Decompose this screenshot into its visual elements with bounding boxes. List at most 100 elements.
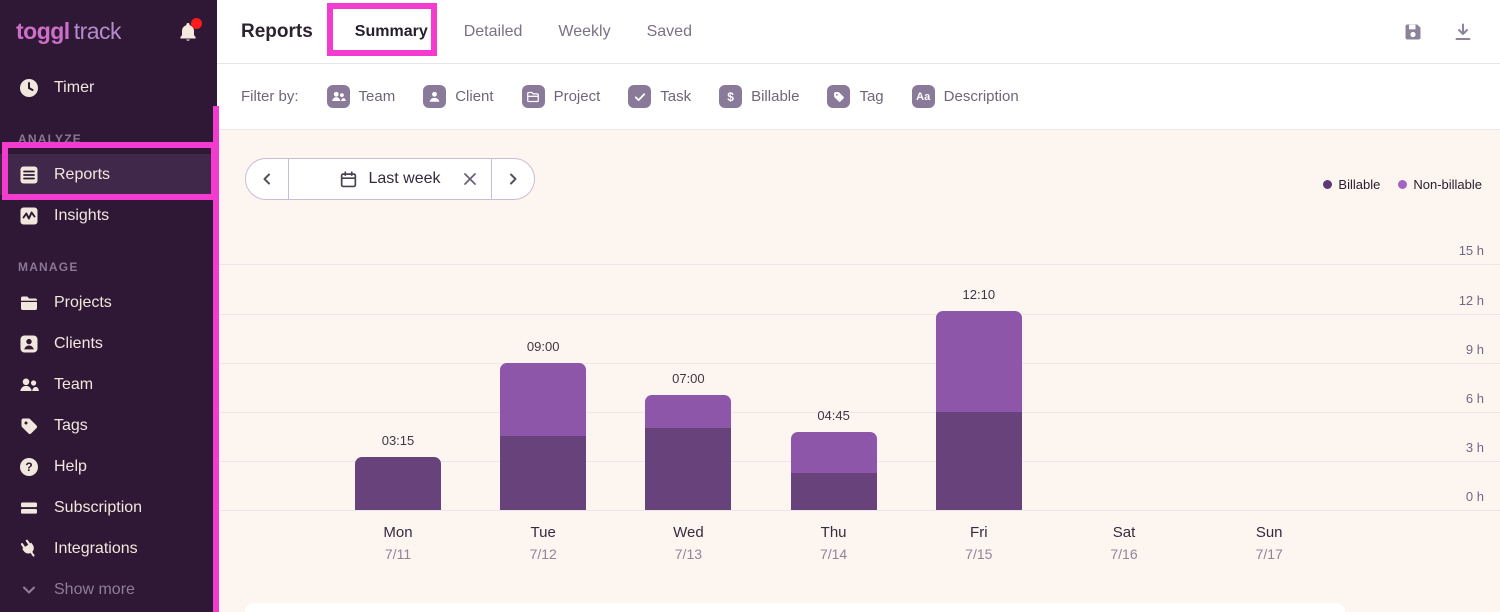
logo-toggl: toggl bbox=[16, 18, 70, 44]
date-range-button[interactable]: Last week bbox=[289, 159, 491, 199]
sidebar-item-tags[interactable]: Tags bbox=[0, 405, 217, 446]
sidebar-item-help[interactable]: ? Help bbox=[0, 446, 217, 487]
sidebar-item-label: Timer bbox=[54, 78, 95, 96]
sidebar-section-analyze: ANALYZE bbox=[18, 132, 82, 146]
tab-summary[interactable]: Summary bbox=[354, 22, 428, 40]
notification-dot bbox=[191, 17, 202, 29]
sidebar-item-reports[interactable]: Reports bbox=[0, 154, 217, 195]
sidebar-item-insights[interactable]: Insights bbox=[0, 195, 217, 236]
sidebar-item-label: Insights bbox=[54, 206, 110, 224]
bar-total-label: 07:00 bbox=[672, 371, 705, 387]
tags-icon bbox=[18, 415, 40, 437]
task-check-icon bbox=[628, 85, 652, 108]
bar-segment-non-billable bbox=[500, 362, 587, 437]
notifications-bell-icon[interactable] bbox=[177, 17, 202, 43]
clients-icon bbox=[18, 333, 40, 355]
team-icon bbox=[18, 374, 40, 396]
y-axis-tick-label: 3 h bbox=[1465, 439, 1484, 455]
sidebar-item-label: Tags bbox=[54, 416, 88, 434]
tab-detailed[interactable]: Detailed bbox=[463, 22, 523, 40]
filter-task[interactable]: Task bbox=[628, 85, 691, 108]
description-aa-icon: Aa bbox=[911, 85, 935, 108]
filter-project[interactable]: Project bbox=[521, 85, 601, 108]
filter-team[interactable]: Team bbox=[326, 85, 396, 108]
clear-date-range-icon[interactable] bbox=[461, 170, 479, 188]
report-content: Last week Billable Non-billable bbox=[217, 131, 1500, 612]
sidebar-item-label: Clients bbox=[54, 334, 103, 352]
bar-fri bbox=[935, 310, 1022, 510]
x-axis-day-label: Wed bbox=[673, 524, 704, 541]
previous-period-button[interactable] bbox=[246, 159, 289, 199]
y-axis-tick-label: 15 h bbox=[1458, 243, 1484, 259]
calendar-icon bbox=[341, 170, 357, 187]
sidebar-item-label: Show more bbox=[54, 580, 135, 598]
filter-tag[interactable]: Tag bbox=[827, 85, 884, 108]
page-title: Reports bbox=[241, 20, 313, 42]
billable-dot-icon bbox=[1323, 180, 1333, 189]
save-report-icon[interactable] bbox=[1402, 21, 1424, 43]
integrations-plug-icon bbox=[18, 538, 40, 560]
sidebar-item-team[interactable]: Team bbox=[0, 364, 217, 405]
sidebar-item-label: Help bbox=[54, 457, 87, 475]
filter-label: Tag bbox=[859, 88, 884, 105]
y-axis-tick-label: 12 h bbox=[1458, 292, 1484, 308]
bar-segment-billable bbox=[935, 411, 1022, 510]
billable-dollar-icon: $ bbox=[719, 85, 743, 108]
bar-mon bbox=[355, 456, 441, 510]
x-axis-date-label: 7/14 bbox=[819, 546, 848, 562]
project-filter-icon bbox=[521, 85, 545, 108]
bar-segment-billable bbox=[645, 428, 732, 510]
next-period-button[interactable] bbox=[491, 159, 534, 199]
tab-saved[interactable]: Saved bbox=[646, 22, 692, 40]
filter-label: Project bbox=[553, 88, 601, 105]
filter-label: Team bbox=[358, 88, 396, 105]
sidebar-item-integrations[interactable]: Integrations bbox=[0, 528, 217, 569]
filter-description[interactable]: Aa Description bbox=[911, 85, 1019, 108]
bar-segment-non-billable bbox=[790, 432, 877, 474]
toggl-track-logo[interactable]: toggl track bbox=[16, 18, 122, 45]
y-axis-tick-label: 9 h bbox=[1465, 341, 1484, 357]
bar-wed bbox=[645, 395, 732, 510]
x-axis-day-label: Thu bbox=[820, 524, 847, 541]
x-axis-day-label: Tue bbox=[530, 524, 556, 541]
insights-icon bbox=[18, 205, 40, 227]
main-area: Reports Summary Detailed Weekly Saved Fi… bbox=[217, 0, 1500, 612]
chevron-down-icon bbox=[18, 579, 40, 601]
sidebar-section-manage: MANAGE bbox=[18, 260, 79, 274]
sidebar-item-label: Reports bbox=[54, 165, 111, 183]
filter-bar: Filter by: Team Client Project Task bbox=[217, 64, 1500, 130]
download-report-icon[interactable] bbox=[1452, 21, 1474, 43]
projects-folder-icon bbox=[18, 292, 40, 314]
bar-segment-billable bbox=[355, 456, 441, 510]
bar-segment-billable bbox=[500, 436, 587, 510]
filter-label: Task bbox=[660, 88, 692, 105]
chart-legend: Billable Non-billable bbox=[1323, 177, 1482, 192]
gridline-0h bbox=[217, 510, 1500, 511]
legend-label: Billable bbox=[1338, 177, 1381, 192]
subscription-card-icon bbox=[18, 497, 40, 519]
summary-table-card-top bbox=[245, 603, 1345, 612]
sidebar-item-clients[interactable]: Clients bbox=[0, 323, 217, 364]
report-tabs: Summary Detailed Weekly Saved bbox=[355, 23, 692, 41]
bar-thu bbox=[790, 432, 877, 510]
svg-text:?: ? bbox=[25, 460, 32, 474]
sidebar-item-timer[interactable]: Timer bbox=[0, 67, 217, 108]
filter-billable[interactable]: $ Billable bbox=[719, 85, 799, 108]
x-axis-date-label: 7/16 bbox=[1110, 546, 1138, 562]
help-icon: ? bbox=[18, 456, 40, 478]
gridline-15h bbox=[217, 264, 1500, 266]
y-axis-tick-label: 0 h bbox=[1465, 489, 1484, 504]
sidebar-item-subscription[interactable]: Subscription bbox=[0, 487, 217, 528]
bar-tue bbox=[500, 362, 587, 510]
sidebar-item-show-more[interactable]: Show more bbox=[0, 569, 217, 610]
x-axis-date-label: 7/17 bbox=[1255, 546, 1283, 562]
filter-client[interactable]: Client bbox=[423, 85, 494, 108]
bar-total-label: 12:10 bbox=[962, 286, 996, 302]
filter-label: Description bbox=[943, 88, 1019, 105]
date-range-picker: Last week bbox=[245, 158, 535, 200]
sidebar-item-projects[interactable]: Projects bbox=[0, 282, 217, 323]
tab-weekly[interactable]: Weekly bbox=[558, 22, 611, 40]
gridline-12h bbox=[217, 313, 1500, 315]
bar-segment-non-billable bbox=[645, 395, 732, 429]
bar-segment-non-billable bbox=[935, 310, 1022, 412]
